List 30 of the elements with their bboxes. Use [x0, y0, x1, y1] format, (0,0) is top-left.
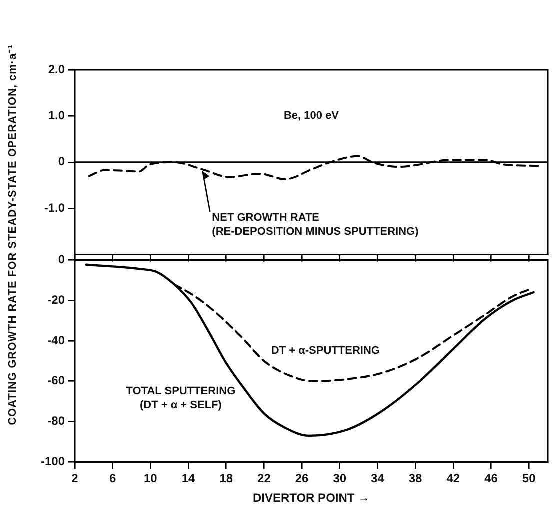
y-tick-label: -100	[40, 454, 66, 469]
y-tick-label: -1.0	[44, 200, 66, 215]
x-tick-label: 22	[258, 472, 272, 486]
x-tick-label: 50	[522, 472, 536, 486]
x-tick-label: 30	[333, 472, 347, 486]
y-axis-title: COATING GROWTH RATE FOR STEADY-STATE OPERATION, cm·a⁻¹	[6, 44, 19, 428]
text: NET GROWTH RATE (RE-DEPOSITION MINUS SPUTTERING)	[212, 212, 420, 238]
y-tick-label: 0	[58, 154, 66, 169]
x-tick-label: 18	[220, 472, 234, 486]
y-tick-label: -60	[48, 374, 66, 388]
line-series	[85, 264, 535, 438]
x-tick-label: 42	[446, 472, 460, 486]
y-tick-label: 1.0	[48, 108, 66, 123]
y-tick-label: 2.0	[48, 62, 66, 76]
x-tick-label: 38	[408, 472, 423, 486]
x-tick-label: 14	[182, 472, 196, 486]
x-tick-label: 34	[371, 472, 385, 486]
y-tick-label: -40	[48, 333, 66, 348]
x-tick-label: 6	[109, 472, 116, 486]
x-axis-title: DIVERTOR POINT →	[252, 491, 370, 506]
x-tick-label: 10	[144, 472, 158, 486]
y-tick-label: 0	[58, 252, 66, 267]
series-label: DT + α-SPUTTERING	[271, 345, 380, 358]
y-tick-label: -80	[48, 414, 66, 428]
x-tick-label: 46	[484, 472, 498, 486]
x-tick-label: 26	[295, 472, 310, 486]
x-tick-label: 2	[72, 472, 79, 486]
y-tick-label: -20	[48, 292, 66, 307]
annotation: Be, 100 eV	[284, 110, 340, 122]
series-label: TOTAL SPUTTERING (DT + α + SELF)	[126, 386, 236, 412]
